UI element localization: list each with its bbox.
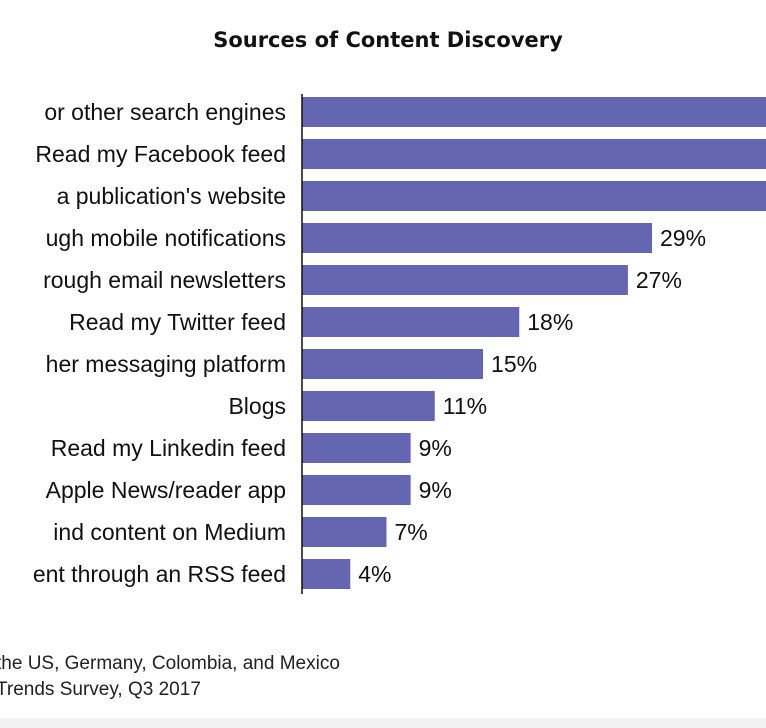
value-label: 7%: [394, 519, 427, 545]
value-label: 18%: [527, 309, 573, 335]
category-label: ugh mobile notifications: [46, 225, 286, 251]
bar: [302, 475, 411, 505]
category-label: Apple News/reader app: [46, 477, 286, 503]
category-label: her messaging platform: [46, 351, 286, 377]
category-label: Blogs: [228, 393, 286, 419]
value-label: 9%: [419, 435, 452, 461]
bottom-strip: [0, 718, 766, 728]
bar: [302, 97, 766, 127]
category-label: Read my Twitter feed: [69, 309, 286, 335]
bar: [302, 433, 411, 463]
bar: [302, 349, 484, 379]
bar: [302, 265, 628, 295]
bar: [302, 181, 766, 211]
footnote-source: Trends Survey, Q3 2017: [0, 679, 201, 700]
category-label: ind content on Medium: [53, 519, 286, 545]
value-label: 11%: [443, 393, 487, 419]
value-label: 9%: [419, 477, 452, 503]
value-label: 15%: [491, 351, 537, 377]
bar: [302, 391, 435, 421]
value-label: 4%: [358, 561, 391, 587]
footnote-countries: the US, Germany, Colombia, and Mexico: [0, 653, 340, 674]
category-label: rough email newsletters: [43, 267, 286, 293]
bar: [302, 139, 766, 169]
bar: [302, 559, 351, 589]
category-label: ent through an RSS feed: [33, 561, 286, 587]
value-label: 29%: [660, 225, 706, 251]
bar: [302, 223, 653, 253]
bar: [302, 307, 520, 337]
value-label: 27%: [636, 267, 682, 293]
category-label: Read my Facebook feed: [35, 141, 286, 167]
chart-title: Sources of Content Discovery: [213, 28, 563, 52]
category-label: Read my Linkedin feed: [51, 435, 286, 461]
bar: [302, 517, 387, 547]
category-label: or other search engines: [44, 99, 286, 125]
category-label: a publication's website: [57, 183, 286, 209]
